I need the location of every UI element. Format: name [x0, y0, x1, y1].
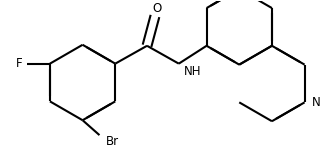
Text: N: N	[312, 96, 320, 109]
Text: F: F	[16, 57, 22, 70]
Text: Br: Br	[105, 135, 119, 148]
Text: NH: NH	[184, 65, 201, 78]
Text: O: O	[152, 2, 162, 14]
